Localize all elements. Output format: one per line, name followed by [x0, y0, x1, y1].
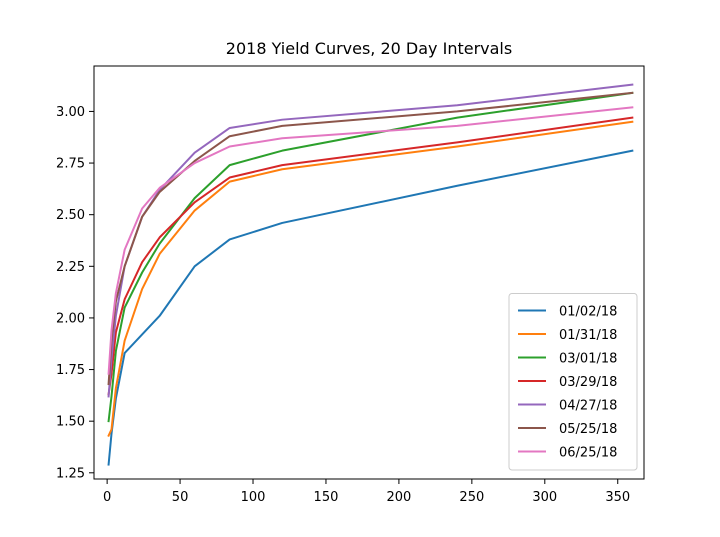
y-tick-label: 3.00 — [56, 105, 85, 120]
x-axis: 0 50 100 150 200 250 300 350 — [103, 479, 630, 505]
x-tick-label: 100 — [241, 490, 266, 505]
x-tick-label: 0 — [103, 490, 111, 505]
legend-label: 04/27/18 — [559, 399, 617, 414]
chart-title: 2018 Yield Curves, 20 Day Intervals — [226, 39, 512, 58]
series-line-3 — [107, 91, 634, 423]
legend-label: 01/02/18 — [559, 305, 617, 320]
series-line-4 — [107, 116, 634, 396]
y-tick-label: 2.00 — [56, 311, 85, 326]
x-tick-label: 150 — [314, 490, 339, 505]
legend-label: 05/25/18 — [559, 422, 617, 437]
y-tick-label: 2.50 — [56, 208, 85, 223]
x-tick-label: 200 — [386, 490, 411, 505]
legend-label: 03/29/18 — [559, 375, 617, 390]
legend-box — [508, 293, 638, 471]
y-tick-label: 1.75 — [56, 363, 85, 378]
x-tick-label: 300 — [532, 490, 557, 505]
series-line-5 — [107, 83, 634, 398]
y-tick-label: 1.50 — [56, 415, 85, 430]
series-line-7 — [107, 106, 634, 375]
x-tick-label: 350 — [605, 490, 630, 505]
series-layer — [107, 83, 634, 466]
series-line-6 — [107, 91, 634, 386]
y-tick-label: 2.25 — [56, 260, 85, 275]
series-line-2 — [107, 120, 634, 437]
legend-label: 06/25/18 — [559, 446, 617, 461]
y-axis: 1.25 1.50 1.75 2.00 2.25 2.50 2.75 3.00 — [56, 105, 94, 481]
x-tick-label: 250 — [459, 490, 484, 505]
x-tick-label: 50 — [172, 490, 189, 505]
legend-label: 01/31/18 — [559, 328, 617, 343]
legend: 01/02/18 01/31/18 03/01/18 03/29/18 04/27/18… — [508, 293, 638, 471]
y-tick-label: 2.75 — [56, 157, 85, 172]
plot-frame — [93, 65, 645, 480]
y-tick-label: 1.25 — [56, 466, 85, 481]
legend-label: 03/01/18 — [559, 352, 617, 367]
